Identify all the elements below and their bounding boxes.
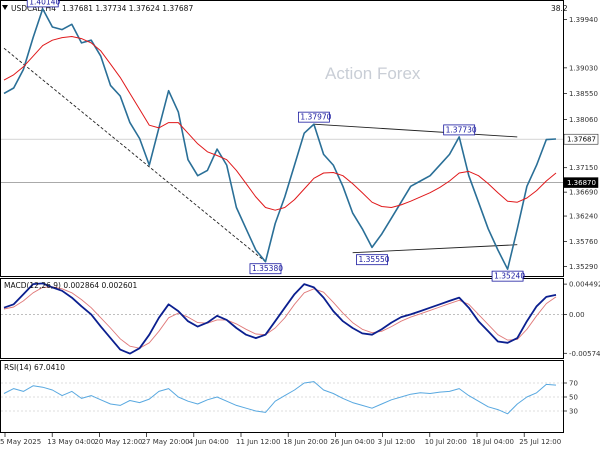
macd-tick-label: 0.004492 — [569, 281, 600, 289]
price-annotation: 1.35550 — [359, 255, 390, 264]
price-annotation: 1.35240 — [494, 272, 525, 281]
macd-pane — [0, 278, 564, 359]
rsi-layer: 70 50 30 — [1, 380, 578, 416]
macd-series — [3, 282, 557, 355]
x-tick-label: 27 May 20:00 — [142, 438, 190, 446]
falling-trendline — [3, 47, 266, 263]
price-pane — [0, 0, 564, 277]
rsi-series — [3, 381, 557, 415]
macd-layer: 0.004492 0.00 -0.005748 — [1, 281, 600, 358]
price-series — [3, 8, 557, 271]
x-tick-label: 18 Jul 04:00 — [472, 438, 514, 446]
price-tick-label: 1.36690 — [569, 189, 598, 197]
x-tick-label: 11 Jun 12:00 — [236, 438, 280, 446]
x-tick-label: 18 Jun 20:00 — [283, 438, 327, 446]
price-tick-label: 1.38060 — [569, 116, 598, 124]
price-annotation: 1.40140 — [29, 0, 60, 6]
x-tick-label: 26 Jun 04:00 — [330, 438, 374, 446]
price-annotation-box — [443, 124, 476, 136]
corner-value: 38.2 — [551, 4, 568, 13]
price-tick-label: 1.37150 — [569, 164, 598, 172]
x-tick-label: 10 Jul 20:00 — [425, 438, 467, 446]
x-tick-label: 25 Jul 12:00 — [519, 438, 561, 446]
price-tick-label: 1.35760 — [569, 238, 598, 246]
price-annotation-box — [356, 254, 388, 266]
rsi-tick-label: 30 — [569, 408, 578, 416]
price-tick-label: 1.39030 — [569, 64, 598, 72]
triangle-down-icon[interactable] — [2, 5, 8, 10]
x-tick-label: 4 Jun 04:00 — [189, 438, 229, 446]
price-layer: 1.39940 1.39030 1.38550 1.38060 1.37150 1.366… — [1, 0, 599, 282]
rsi-tick-label: 70 — [569, 380, 578, 388]
price-tick-label: 1.39940 — [569, 16, 598, 24]
price-annotation-box — [297, 111, 330, 123]
upper-triangle-line — [313, 123, 518, 138]
x-tick-label: 5 May 2025 — [0, 438, 41, 446]
ohlc-readout: 1.37681 1.37734 1.37624 1.37687 — [62, 4, 193, 13]
moving-average-series — [3, 36, 557, 211]
level-tag-box — [563, 177, 599, 188]
price-annotation-box — [249, 263, 282, 275]
price-annotation-box — [491, 270, 524, 282]
price-annotation: 1.37970 — [300, 113, 331, 122]
x-tick-label: 13 May 04:00 — [47, 438, 95, 446]
price-tick-label: 1.35290 — [569, 263, 598, 271]
price-annotation: 1.35380 — [252, 264, 283, 273]
price-annotation: 1.37730 — [446, 125, 477, 134]
x-axis: 5 May 2025 13 May 04:00 20 May 12:00 27 May… — [0, 433, 561, 446]
rsi-pane — [0, 360, 564, 433]
current-price-tag-box — [563, 133, 599, 145]
price-annotation-box — [26, 0, 59, 8]
x-tick-label: 20 May 12:00 — [94, 438, 142, 446]
rsi-title: RSI(14) 67.0410 — [4, 363, 65, 372]
price-tick-label: 1.38550 — [569, 90, 598, 98]
symbol-label: USDCAD,H4 — [11, 4, 56, 13]
macd-tick-label: -0.005748 — [569, 350, 600, 358]
macd-tick-label: 0.00 — [569, 311, 585, 319]
rsi-tick-label: 50 — [569, 394, 578, 402]
current-price-tag: 1.37687 — [567, 136, 596, 144]
price-tick-label: 1.36240 — [569, 213, 598, 221]
level-tag: 1.36870 — [567, 179, 596, 187]
lower-triangle-line — [352, 244, 518, 254]
macd-title: MACD(12,26,9) 0.002864 0.002601 — [4, 281, 138, 290]
watermark: Action Forex — [325, 64, 421, 83]
x-tick-label: 3 Jul 12:00 — [378, 438, 416, 446]
